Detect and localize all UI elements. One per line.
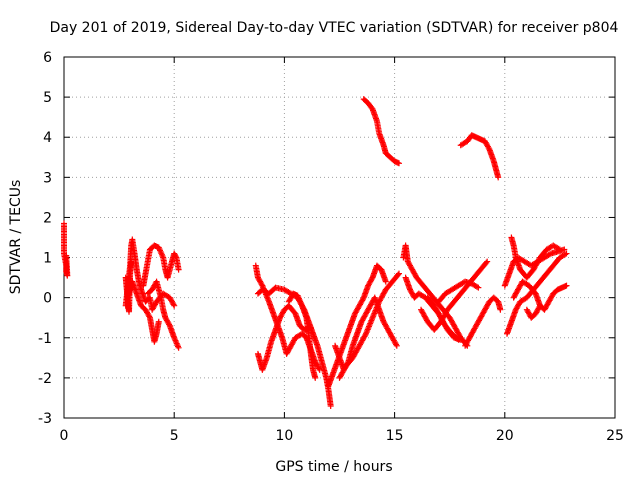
data-point: [128, 258, 135, 265]
series-arc-d7: [424, 294, 464, 343]
series-arc-d4: [435, 278, 482, 305]
series-arc-b4: [285, 290, 319, 381]
y-tick-label: 4: [43, 130, 52, 146]
y-tick-label: 1: [43, 251, 52, 267]
series-arc-d6: [457, 132, 502, 181]
data-point: [474, 283, 481, 290]
y-tick-label: 5: [43, 90, 52, 106]
data-point: [171, 302, 178, 309]
data-point: [563, 250, 570, 257]
data-point: [457, 336, 464, 343]
series-arc-c4: [360, 96, 403, 167]
x-tick-label: 10: [275, 428, 293, 444]
data-point: [475, 284, 482, 291]
series-arc-c1: [325, 262, 389, 389]
data-point: [395, 271, 402, 278]
data-point: [495, 174, 502, 181]
data-point: [537, 302, 544, 309]
data-point: [175, 266, 182, 273]
y-tick-label: -3: [38, 411, 52, 427]
data-point: [362, 332, 369, 339]
data-point: [63, 252, 70, 259]
series-arc-a4: [144, 278, 182, 351]
data-point: [382, 278, 389, 285]
data-point: [393, 342, 400, 349]
data-point: [166, 321, 173, 328]
data-point: [315, 365, 322, 372]
series-arc-start: [61, 220, 71, 279]
series-arc-d3: [418, 258, 491, 333]
data-points: [61, 96, 570, 409]
x-tick-label: 5: [170, 428, 179, 444]
data-point: [562, 251, 569, 258]
data-point: [563, 282, 570, 289]
x-tick-label: 0: [60, 428, 69, 444]
data-point: [360, 296, 367, 303]
data-point: [536, 304, 543, 311]
data-point: [396, 160, 403, 167]
series-arc-e5: [523, 302, 544, 321]
data-point: [483, 259, 490, 266]
data-point: [327, 402, 334, 409]
y-tick-label: 3: [43, 170, 52, 186]
series-arc-a5: [122, 258, 135, 315]
data-point: [497, 306, 504, 313]
data-point: [170, 301, 177, 308]
series-arc-d5: [462, 294, 504, 349]
plot-frame: [63, 56, 616, 419]
data-point: [484, 258, 491, 265]
y-axis-label: SDTVAR / TECUs: [8, 180, 24, 295]
data-point: [368, 275, 375, 282]
data-point: [393, 341, 400, 348]
data-point: [316, 366, 323, 373]
data-point: [146, 313, 153, 320]
data-point: [556, 246, 563, 253]
y-tick-label: -1: [38, 331, 52, 347]
data-point: [546, 251, 553, 258]
y-tick-label: 6: [43, 50, 52, 66]
data-point: [175, 344, 182, 351]
x-tick-label: 25: [606, 428, 624, 444]
data-point: [155, 318, 162, 325]
series-arc-c3: [336, 270, 403, 381]
y-tick-label: 2: [43, 210, 52, 226]
x-axis-label: GPS time / hours: [275, 459, 392, 475]
data-point: [172, 253, 179, 260]
y-tick-label: -2: [38, 371, 52, 387]
x-tick-label: 15: [386, 428, 404, 444]
data-point: [555, 245, 562, 252]
axis-ticks: 0 5 10 15 20 25 -3 -2 -1 0 1 2 3 4 5 6: [38, 50, 624, 444]
data-point: [396, 270, 403, 277]
series-arc-a3: [140, 242, 182, 289]
y-tick-label: 0: [43, 291, 52, 307]
chart-title: Day 201 of 2019, Sidereal Day-to-day VTE…: [50, 20, 619, 36]
x-tick-label: 20: [496, 428, 514, 444]
data-point: [485, 144, 492, 151]
grid: [64, 57, 615, 418]
series-arc-e3: [508, 234, 563, 281]
data-point: [312, 374, 319, 381]
data-point: [258, 281, 265, 288]
